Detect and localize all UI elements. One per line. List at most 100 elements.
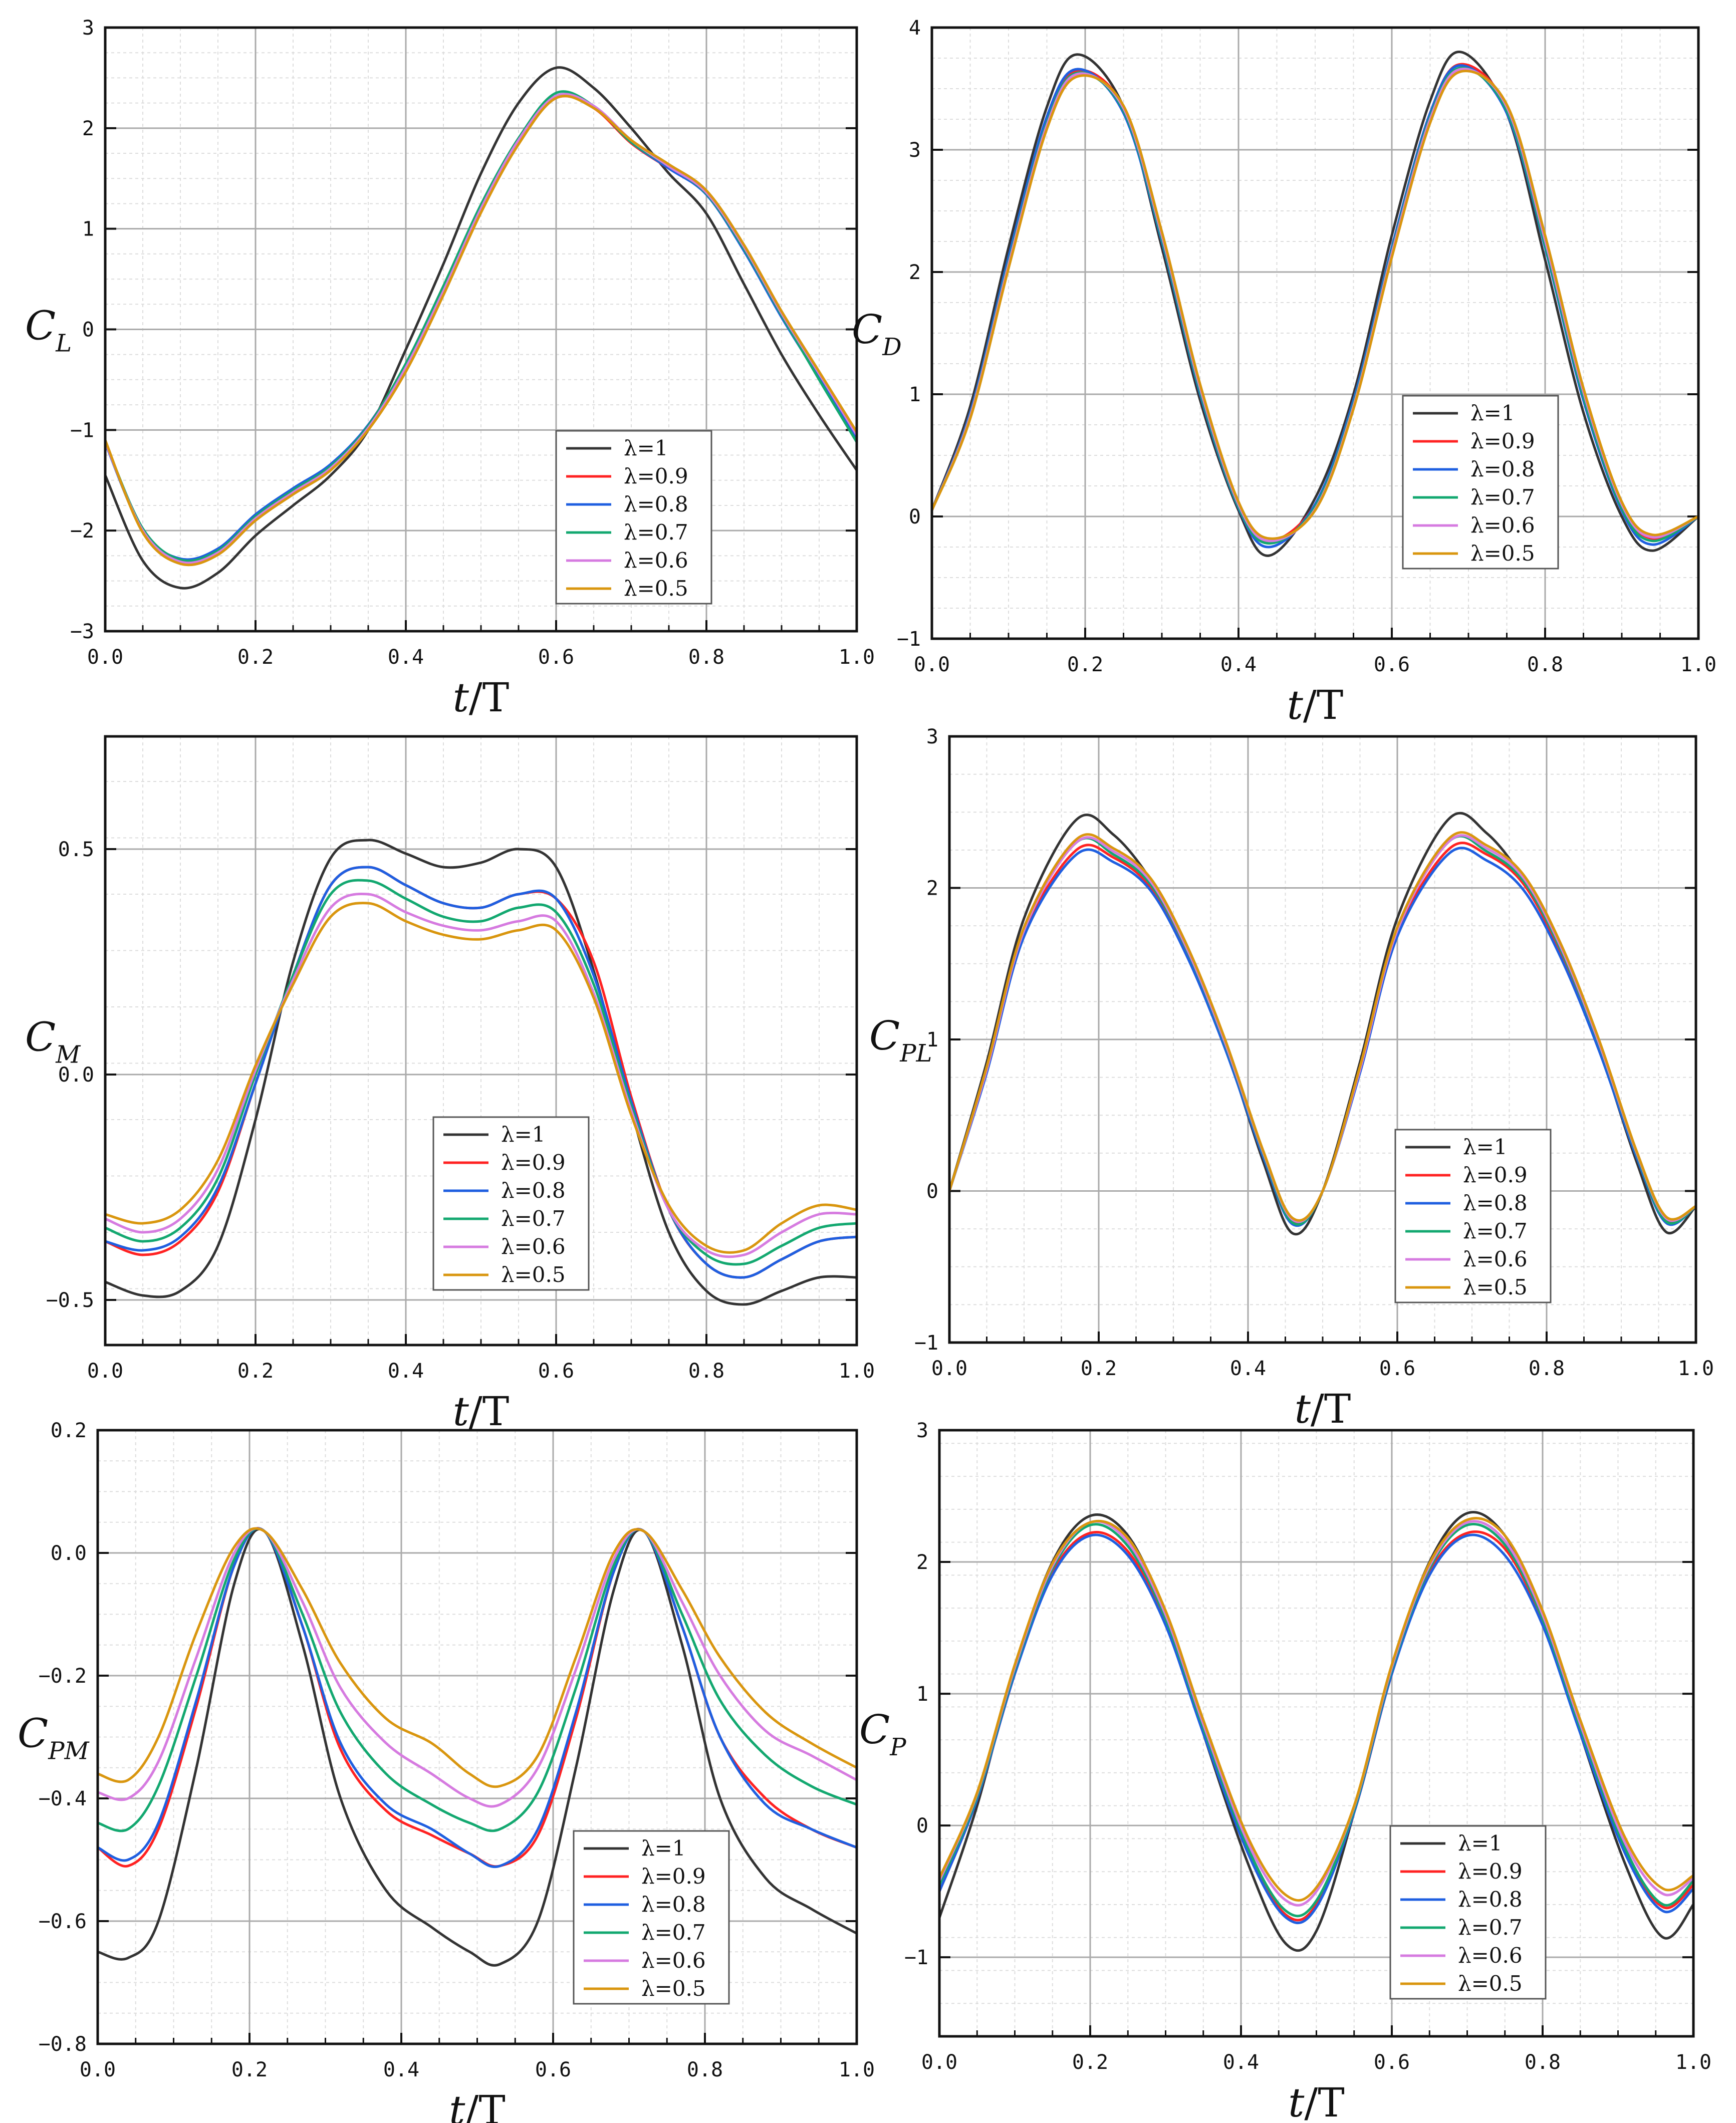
series-line-λ=0.5 bbox=[105, 902, 857, 1254]
y-tick-label: −2 bbox=[70, 519, 94, 543]
series-line-λ=0.7 bbox=[97, 1527, 857, 1832]
y-tick-label: 0.0 bbox=[51, 1542, 87, 1565]
y-tick-label: 3 bbox=[909, 139, 921, 162]
x-tick-label: 0.0 bbox=[87, 646, 123, 669]
y-tick-label: 0.0 bbox=[58, 1064, 94, 1087]
y-tick-label: −1 bbox=[897, 628, 921, 651]
legend-entry-label: λ=0.7 bbox=[501, 1206, 566, 1231]
legend-entry-label: λ=0.7 bbox=[624, 520, 688, 545]
series-line-λ=0.8 bbox=[97, 1527, 857, 1868]
chart-cp: 0.0 0.2 0.4 0.6 0.8 1.0 −1 0 1 2 3 CP t/T λ=1 λ=0.9 λ=0… bbox=[859, 1419, 1711, 2123]
y-axis-label: CD bbox=[852, 306, 902, 361]
legend-box bbox=[1402, 395, 1559, 570]
x-tick-label: 0.2 bbox=[237, 646, 274, 669]
legend-entry-label: λ=0.9 bbox=[501, 1150, 566, 1175]
x-tick-label: 0.8 bbox=[688, 646, 724, 669]
x-tick-label: 0.0 bbox=[80, 2058, 116, 2081]
y-tick-label: −3 bbox=[70, 620, 94, 643]
legend-entry-label: λ=1 bbox=[641, 1836, 686, 1861]
legend-entry-label: λ=0.9 bbox=[1463, 1163, 1528, 1187]
x-tick-label: 0.6 bbox=[538, 1360, 574, 1383]
y-tick-label: 1 bbox=[926, 1028, 938, 1051]
x-tick-label: 0.0 bbox=[87, 1360, 123, 1383]
y-axis-label: CPL bbox=[869, 1012, 932, 1068]
y-tick-label: −0.4 bbox=[39, 1787, 87, 1810]
y-tick-label: 0 bbox=[909, 505, 921, 528]
legend-entry-label: λ=0.7 bbox=[1463, 1219, 1528, 1243]
legend-entry-label: λ=0.5 bbox=[624, 576, 688, 601]
x-tick-label: 1.0 bbox=[839, 1360, 875, 1383]
legend-entry-label: λ=0.8 bbox=[641, 1892, 706, 1917]
legend-entry-label: λ=0.7 bbox=[1470, 485, 1535, 509]
legend-entry-label: λ=0.5 bbox=[1470, 541, 1535, 566]
y-tick-label: 1 bbox=[916, 1683, 928, 1706]
x-axis-label: t/T bbox=[453, 674, 509, 721]
series-line-λ=0.8 bbox=[938, 1533, 1694, 1925]
x-tick-label: 0.2 bbox=[231, 2058, 268, 2081]
legend-entry-label: λ=0.9 bbox=[1470, 429, 1535, 453]
chart-cl: 0.0 0.2 0.4 0.6 0.8 1.0 −3 −2 −1 0 1 2 3 CL t/T λ=1 λ=0.… bbox=[25, 17, 875, 721]
x-tick-label: 0.6 bbox=[1374, 653, 1410, 676]
x-tick-label: 0.4 bbox=[1223, 2051, 1259, 2074]
y-tick-label: 0 bbox=[926, 1180, 938, 1203]
legend: λ=1 λ=0.9 λ=0.8 λ=0.7 λ=0.6 λ=0.5 bbox=[432, 1116, 590, 1291]
legend-box bbox=[1389, 1825, 1547, 2000]
legend-entry-label: λ=0.6 bbox=[501, 1234, 566, 1259]
y-tick-label: 2 bbox=[909, 261, 921, 284]
legend-entry-label: λ=0.6 bbox=[1458, 1943, 1523, 1968]
chart-cm: 0.0 0.2 0.4 0.6 0.8 1.0 −0.5 0.0 0.5 CM t/T λ=1 λ=0.… bbox=[25, 735, 875, 1435]
x-tick-label: 0.0 bbox=[921, 2051, 957, 2074]
legend-entry-label: λ=0.8 bbox=[1463, 1191, 1528, 1215]
legend-box bbox=[555, 430, 712, 605]
y-tick-label: 3 bbox=[916, 1419, 928, 1442]
x-tick-label: 0.6 bbox=[538, 646, 574, 669]
y-tick-label: −1 bbox=[904, 1946, 928, 1969]
y-tick-label: 0.5 bbox=[58, 838, 94, 861]
y-tick-label: 3 bbox=[82, 17, 94, 40]
y-tick-label: 3 bbox=[926, 725, 938, 748]
legend-entry-label: λ=0.5 bbox=[641, 1976, 706, 2001]
x-tick-label: 0.2 bbox=[1081, 1357, 1117, 1380]
x-tick-label: 0.6 bbox=[1374, 2051, 1410, 2074]
series-line-λ=1 bbox=[105, 839, 857, 1306]
legend-entry-label: λ=0.9 bbox=[641, 1864, 706, 1889]
x-axis-label: t/T bbox=[453, 1388, 509, 1435]
series-line-λ=0.7 bbox=[105, 879, 857, 1266]
series-line-λ=0.5 bbox=[938, 1517, 1694, 1902]
plot-frame bbox=[948, 735, 1697, 1344]
legend-box bbox=[432, 1116, 590, 1291]
series-line-λ=0.5 bbox=[104, 95, 858, 567]
y-tick-label: 2 bbox=[82, 117, 94, 140]
y-tick-label: −0.6 bbox=[39, 1910, 87, 1933]
legend-entry-label: λ=0.7 bbox=[1458, 1915, 1523, 1940]
legend: λ=1 λ=0.9 λ=0.8 λ=0.7 λ=0.6 λ=0.5 bbox=[1389, 1825, 1547, 2000]
x-tick-label: 0.6 bbox=[1379, 1357, 1415, 1380]
x-tick-label: 0.2 bbox=[1067, 653, 1103, 676]
x-tick-label: 0.0 bbox=[931, 1357, 967, 1380]
y-tick-label: −0.2 bbox=[39, 1665, 87, 1688]
y-tick-label: 0 bbox=[916, 1814, 928, 1837]
legend-entry-label: λ=1 bbox=[1458, 1831, 1503, 1855]
legend-entry-label: λ=0.6 bbox=[1470, 513, 1535, 538]
x-tick-label: 1.0 bbox=[1678, 1357, 1714, 1380]
x-tick-label: 0.8 bbox=[1527, 653, 1563, 676]
legend-entry-label: λ=0.9 bbox=[1458, 1859, 1523, 1884]
x-axis-label: t/T bbox=[1287, 682, 1343, 728]
x-tick-label: 0.8 bbox=[688, 1360, 724, 1383]
y-tick-label: 4 bbox=[909, 17, 921, 40]
legend-entry-label: λ=0.5 bbox=[1463, 1275, 1528, 1299]
legend-entry-label: λ=1 bbox=[1463, 1135, 1508, 1159]
legend-entry-label: λ=1 bbox=[1470, 401, 1515, 425]
y-tick-label: 0.2 bbox=[51, 1419, 87, 1442]
legend-entry-label: λ=0.8 bbox=[1470, 457, 1535, 481]
y-tick-label: −1 bbox=[914, 1332, 938, 1355]
legend-entry-label: λ=1 bbox=[624, 436, 668, 460]
legend-entry-label: λ=0.7 bbox=[641, 1920, 706, 1945]
legend-box bbox=[1394, 1129, 1552, 1303]
series-line-λ=1 bbox=[930, 51, 1699, 557]
plot-frame bbox=[938, 1429, 1695, 2038]
legend-entry-label: λ=0.5 bbox=[1458, 1971, 1523, 1996]
y-tick-label: 0 bbox=[82, 319, 94, 342]
series-line-λ=1 bbox=[97, 1527, 858, 1967]
